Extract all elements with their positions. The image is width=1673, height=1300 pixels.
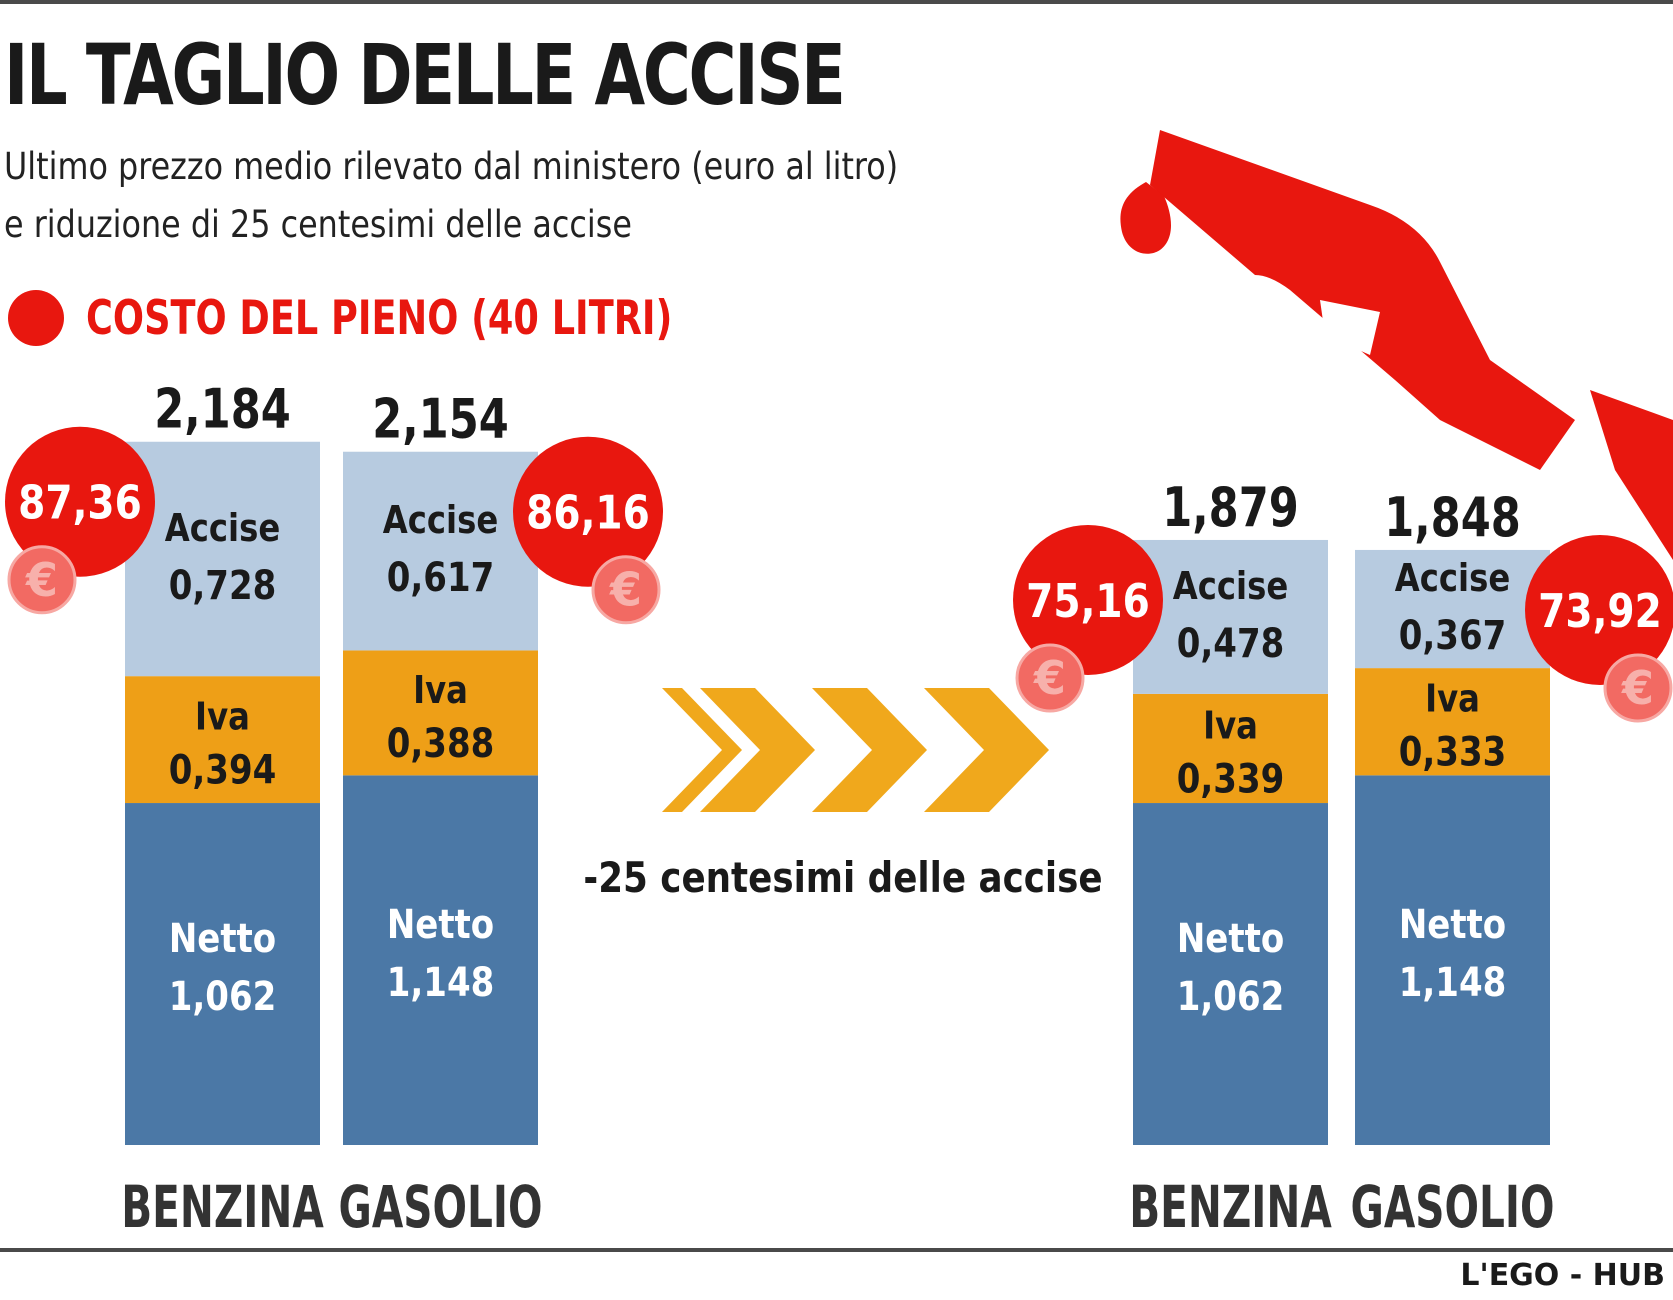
euro-coin-icon	[7, 545, 77, 615]
subtitle-line-2: e riduzione di 25 centesimi delle accise	[4, 203, 632, 246]
euro-coin-icon	[1603, 653, 1673, 723]
segment-netto-name: Netto	[1177, 915, 1284, 961]
segment-iva-name: Iva	[1203, 704, 1258, 748]
segment-netto	[125, 803, 320, 1145]
pieno-circle	[1525, 534, 1673, 685]
bar-total-label: 1,848	[1384, 486, 1521, 549]
category-label: BENZINA	[1129, 1174, 1332, 1241]
segment-accise	[343, 451, 538, 651]
segment-netto	[343, 775, 538, 1145]
reduction-arrow-icon	[662, 688, 1049, 812]
legend-red-dot-icon	[8, 290, 64, 346]
legend-label: COSTO DEL PIENO (40 LITRI)	[86, 290, 673, 346]
chevron-shape	[812, 688, 927, 812]
chevron-shape	[662, 688, 742, 812]
bar-current-benzina: Netto 1,062 Iva 0,394 Accise 0,728 2,184 BENZIN…	[5, 378, 324, 1241]
segment-iva-value: 0,394	[169, 747, 277, 793]
chart-title: IL TAGLIO DELLE ACCISE	[4, 26, 846, 124]
segment-accise	[125, 441, 320, 677]
segment-accise-value: 0,478	[1177, 620, 1285, 666]
pieno-circle	[1013, 524, 1163, 675]
legend: COSTO DEL PIENO (40 LITRI)	[8, 290, 838, 346]
bar-reduced-benzina: Netto 1,062 Iva 0,339 Accise 0,478 1,879 BENZIN…	[1013, 476, 1332, 1241]
segment-netto-value: 1,148	[387, 960, 495, 1006]
category-label: BENZINA	[121, 1174, 324, 1241]
euro-coin-icon	[1015, 643, 1085, 713]
chevron-shape	[924, 688, 1049, 812]
pieno-value: 73,92	[1538, 585, 1662, 639]
bar-reduced-gasolio: Netto 1,148 Iva 0,333 Accise 0,367 1,848 GASOLI…	[1351, 486, 1673, 1241]
segment-netto-value: 1,062	[169, 973, 277, 1019]
fuel-nozzle-icon	[1120, 130, 1673, 560]
subtitle-line-1: Ultimo prezzo medio rilevato dal ministe…	[4, 145, 899, 188]
segment-accise-value: 0,728	[169, 562, 277, 608]
euro-symbol: €	[1033, 651, 1066, 705]
pieno-value: 87,36	[18, 477, 142, 531]
bar-current-gasolio: Netto 1,148 Iva 0,388 Accise 0,617 2,154 GASOLI…	[339, 388, 663, 1241]
bar-total-label: 1,879	[1162, 476, 1299, 539]
euro-symbol: €	[609, 563, 642, 617]
bar-total-label: 2,184	[154, 378, 291, 441]
euro-symbol: €	[1621, 661, 1654, 715]
segment-iva-name: Iva	[1425, 677, 1480, 721]
top-rule	[0, 0, 1673, 4]
segment-iva-value: 0,339	[1177, 756, 1285, 802]
segment-netto	[1355, 775, 1550, 1145]
segment-accise-name: Accise	[165, 506, 280, 550]
segment-netto-value: 1,062	[1177, 973, 1285, 1019]
pieno-circle	[5, 426, 155, 577]
category-label: GASOLIO	[339, 1174, 543, 1241]
segment-accise-name: Accise	[1173, 564, 1288, 608]
segment-iva-value: 0,388	[387, 720, 495, 766]
segment-iva-value: 0,333	[1399, 729, 1507, 775]
segment-accise	[1133, 539, 1328, 694]
pieno-value: 86,16	[526, 487, 650, 541]
segment-netto-name: Netto	[1399, 902, 1506, 948]
segment-iva-name: Iva	[195, 695, 250, 739]
arrow-caption: -25 centesimi delle accise	[583, 854, 1102, 902]
segment-iva	[343, 650, 538, 776]
segment-accise-name: Accise	[383, 499, 498, 543]
pieno-cost-badge: 86,16 €	[513, 436, 663, 625]
segment-iva	[1355, 668, 1550, 776]
chart-subtitle: Ultimo prezzo medio rilevato dal ministe…	[4, 138, 898, 254]
credit: L'EGO - HUB	[1460, 1258, 1665, 1293]
segment-iva	[1133, 693, 1328, 804]
euro-coin-icon	[591, 555, 661, 625]
segment-netto	[1133, 803, 1328, 1145]
pieno-cost-badge: 73,92 €	[1525, 534, 1673, 723]
chevron-shape	[700, 688, 815, 812]
segment-netto-name: Netto	[169, 915, 276, 961]
segment-accise-value: 0,367	[1399, 612, 1507, 658]
segment-iva	[125, 676, 320, 804]
segment-netto-name: Netto	[387, 902, 494, 948]
pieno-value: 75,16	[1026, 575, 1150, 629]
segment-accise-value: 0,617	[387, 554, 495, 600]
segment-iva-name: Iva	[413, 668, 468, 712]
pieno-cost-badge: 75,16 €	[1013, 524, 1163, 713]
bottom-rule	[0, 1248, 1673, 1252]
pieno-circle	[513, 436, 663, 587]
bar-total-label: 2,154	[372, 388, 509, 451]
euro-symbol: €	[25, 553, 58, 607]
category-label: GASOLIO	[1351, 1174, 1555, 1241]
segment-accise-name: Accise	[1395, 557, 1510, 601]
pieno-cost-badge: 87,36 €	[5, 426, 155, 615]
segment-accise	[1355, 549, 1550, 669]
segment-netto-value: 1,148	[1399, 960, 1507, 1006]
